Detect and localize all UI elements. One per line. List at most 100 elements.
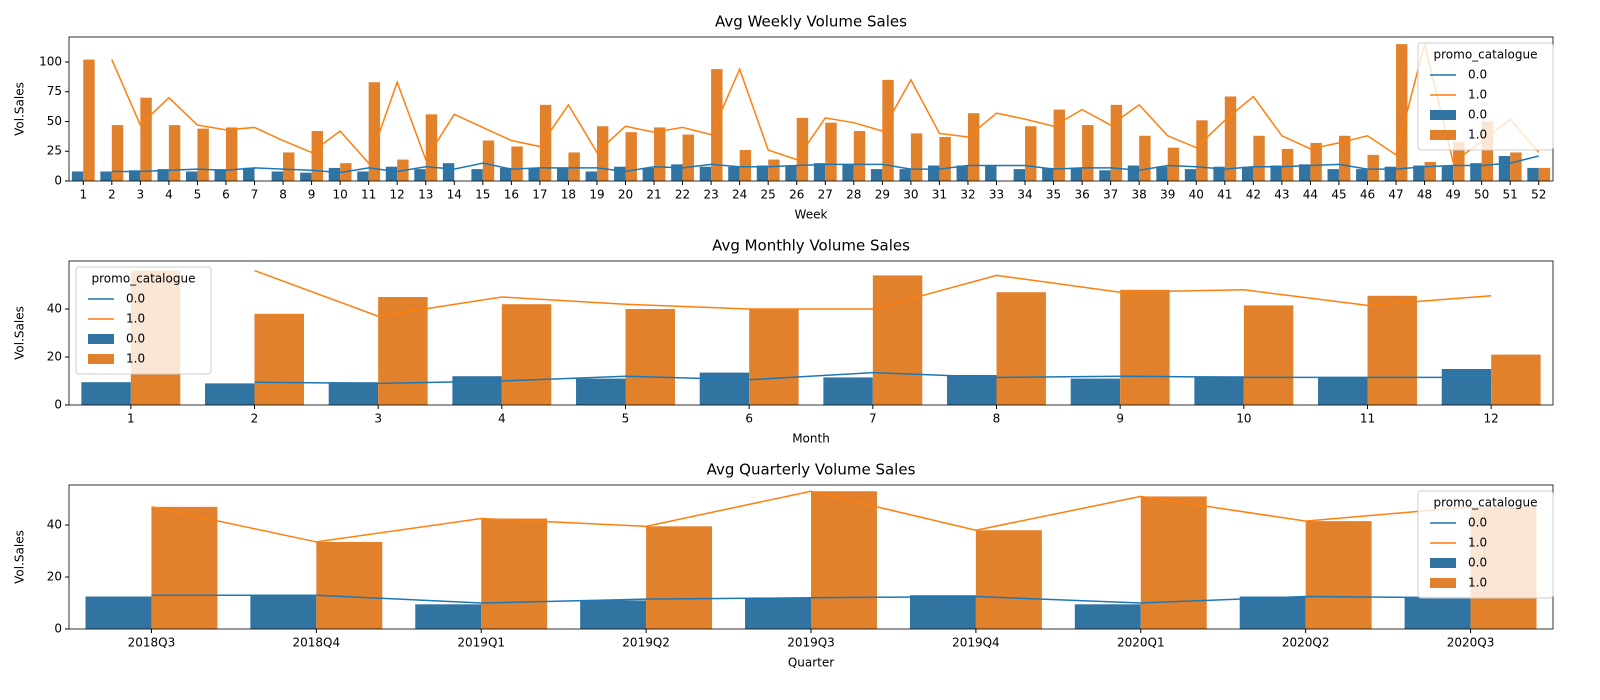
x-tick-label: 52: [1531, 188, 1546, 202]
bar: [85, 596, 152, 629]
x-tick-label: 28: [846, 188, 861, 202]
x-tick-label: 12: [390, 188, 405, 202]
x-tick-label: 23: [703, 188, 718, 202]
x-axis-label: Week: [795, 208, 828, 222]
bar: [614, 166, 626, 181]
bar: [1013, 169, 1026, 181]
bar: [1120, 289, 1170, 405]
x-tick-label: 31: [932, 188, 947, 202]
x-tick-label: 6: [745, 412, 753, 426]
bar: [385, 166, 398, 181]
x-tick-label: 38: [1132, 188, 1147, 202]
chart-title: Avg Weekly Volume Sales: [715, 13, 907, 31]
bar: [511, 146, 523, 181]
bar: [1453, 141, 1465, 181]
bar: [539, 104, 552, 181]
bar: [368, 82, 381, 181]
legend-swatch: [88, 334, 114, 344]
x-tick-label: 2019Q4: [952, 636, 1000, 650]
x-tick-label: 3: [137, 188, 145, 202]
bar: [872, 275, 923, 405]
bar: [1099, 170, 1111, 181]
bar: [768, 159, 780, 181]
bar: [1070, 167, 1083, 181]
bar: [568, 152, 580, 181]
x-tick-label: 33: [989, 188, 1004, 202]
bar: [910, 133, 923, 181]
line: [151, 594, 1471, 604]
x-tick-label: 30: [903, 188, 918, 202]
bar: [947, 375, 997, 405]
bar: [1167, 147, 1180, 181]
x-axis-label: Month: [792, 432, 830, 446]
x-tick-label: 10: [1236, 412, 1251, 426]
bar: [1367, 295, 1417, 405]
bar: [243, 167, 255, 181]
bar: [482, 140, 495, 181]
bar: [415, 604, 482, 629]
bar: [1310, 142, 1322, 181]
bar: [328, 167, 341, 181]
bar: [811, 491, 877, 629]
bar: [1281, 148, 1294, 181]
x-tick-label: 50: [1474, 188, 1489, 202]
bar: [853, 131, 866, 181]
bar: [1110, 104, 1123, 181]
x-tick-label: 7: [869, 412, 877, 426]
chart-title: Avg Monthly Volume Sales: [712, 237, 910, 255]
x-tick-label: 41: [1217, 188, 1232, 202]
bar: [557, 167, 569, 181]
y-tick-label: 0: [54, 174, 62, 188]
x-tick-label: 9: [1116, 412, 1124, 426]
y-tick-label: 20: [47, 570, 62, 584]
x-tick-label: 5: [194, 188, 202, 202]
bar: [580, 600, 647, 629]
bar: [1470, 163, 1482, 181]
x-tick-label: 29: [875, 188, 890, 202]
legend-swatch: [1430, 558, 1456, 568]
x-tick-label: 34: [1017, 188, 1032, 202]
x-tick-label: 19: [589, 188, 604, 202]
bar: [975, 530, 1042, 629]
legend-label: 0.0: [1468, 68, 1487, 82]
bar: [739, 150, 752, 181]
bar: [625, 132, 637, 181]
y-tick-label: 40: [47, 518, 62, 532]
legend-swatch: [1430, 578, 1456, 588]
x-tick-label: 4: [498, 412, 506, 426]
x-tick-label: 8: [279, 188, 287, 202]
bar: [796, 117, 809, 181]
bar: [225, 127, 238, 181]
line: [254, 269, 1492, 317]
x-tick-label: 39: [1160, 188, 1175, 202]
x-tick-label: 10: [332, 188, 347, 202]
x-tick-label: 2020Q1: [1117, 636, 1165, 650]
legend-label: 1.0: [1468, 536, 1487, 550]
legend-label: 1.0: [1468, 128, 1487, 142]
bar: [1510, 152, 1522, 181]
bar: [728, 166, 740, 181]
bar: [899, 169, 911, 181]
bar: [1194, 376, 1244, 405]
x-tick-label: 11: [361, 188, 376, 202]
legend-label: 0.0: [126, 292, 145, 306]
bar: [1239, 596, 1306, 629]
bar: [699, 166, 712, 181]
bar: [939, 136, 951, 181]
x-tick-label: 44: [1303, 188, 1318, 202]
legend: promo_catalogue 0.0 1.0 0.0 1.0: [75, 266, 212, 375]
bar: [1481, 121, 1494, 181]
x-tick-label: 27: [818, 188, 833, 202]
legend-title: promo_catalogue: [1434, 496, 1538, 510]
x-tick-label: 1: [79, 188, 87, 202]
bar: [414, 169, 426, 181]
bar: [882, 79, 894, 181]
legend: promo_catalogue 0.0 1.0 0.0 1.0: [1417, 490, 1554, 599]
bar: [585, 171, 597, 181]
plot-frame: [68, 260, 1554, 406]
bar: [1140, 496, 1207, 629]
legend-label: 0.0: [1468, 516, 1487, 530]
legend: promo_catalogue 0.0 1.0 0.0 1.0: [1417, 42, 1554, 151]
x-axis-label: Quarter: [788, 656, 834, 670]
bar: [1253, 135, 1265, 181]
